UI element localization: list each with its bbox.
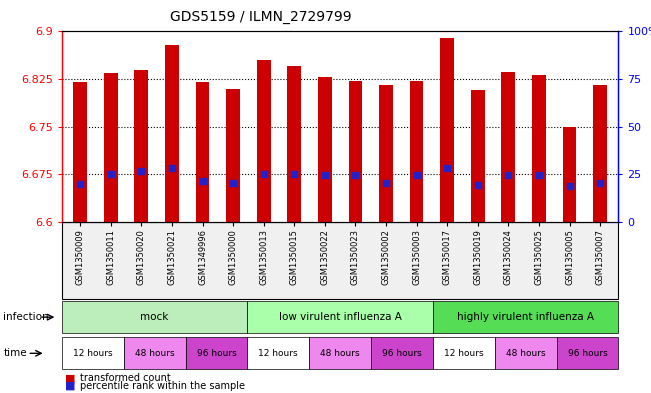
Point	[75, 181, 85, 187]
Bar	[348, 81, 363, 222]
Text: infection: infection	[3, 312, 49, 322]
Text: low virulent influenza A: low virulent influenza A	[279, 312, 402, 322]
Text: 96 hours: 96 hours	[197, 349, 236, 358]
Bar	[471, 90, 484, 222]
Point	[289, 171, 299, 178]
Bar	[501, 72, 515, 222]
Point	[442, 165, 452, 171]
Text: time: time	[3, 348, 27, 358]
Point	[381, 180, 391, 186]
Point	[136, 168, 146, 174]
Text: 48 hours: 48 hours	[135, 349, 174, 358]
Text: 12 hours: 12 hours	[258, 349, 298, 358]
Bar	[196, 82, 210, 222]
Bar	[165, 46, 179, 222]
Bar	[74, 82, 87, 222]
Bar	[409, 81, 424, 222]
Bar	[256, 60, 271, 222]
Bar	[440, 38, 454, 222]
Text: GDS5159 / ILMN_2729799: GDS5159 / ILMN_2729799	[170, 10, 351, 24]
Point	[350, 172, 361, 178]
Bar	[532, 75, 546, 222]
Point	[534, 172, 544, 178]
Text: 48 hours: 48 hours	[320, 349, 360, 358]
Text: 12 hours: 12 hours	[73, 349, 113, 358]
Text: mock: mock	[141, 312, 169, 322]
Text: 96 hours: 96 hours	[568, 349, 607, 358]
Text: percentile rank within the sample: percentile rank within the sample	[80, 381, 245, 391]
Text: ■: ■	[65, 381, 76, 391]
Text: 48 hours: 48 hours	[506, 349, 546, 358]
Bar	[135, 70, 148, 222]
Point	[320, 172, 330, 178]
Point	[228, 180, 238, 186]
Text: 12 hours: 12 hours	[444, 349, 484, 358]
Bar	[318, 77, 332, 222]
Point	[595, 180, 605, 186]
Bar	[287, 66, 301, 222]
Text: 96 hours: 96 hours	[382, 349, 422, 358]
Text: transformed count: transformed count	[80, 373, 171, 383]
Point	[564, 183, 575, 189]
Point	[105, 171, 116, 178]
Bar	[227, 89, 240, 222]
Point	[197, 178, 208, 185]
Text: ■: ■	[65, 373, 76, 383]
Bar	[379, 85, 393, 222]
Bar	[104, 73, 118, 222]
Point	[258, 171, 269, 178]
Point	[411, 172, 422, 178]
Bar	[593, 85, 607, 222]
Text: highly virulent influenza A: highly virulent influenza A	[457, 312, 594, 322]
Point	[473, 182, 483, 188]
Point	[503, 172, 514, 178]
Point	[167, 165, 177, 171]
Bar	[562, 127, 576, 222]
